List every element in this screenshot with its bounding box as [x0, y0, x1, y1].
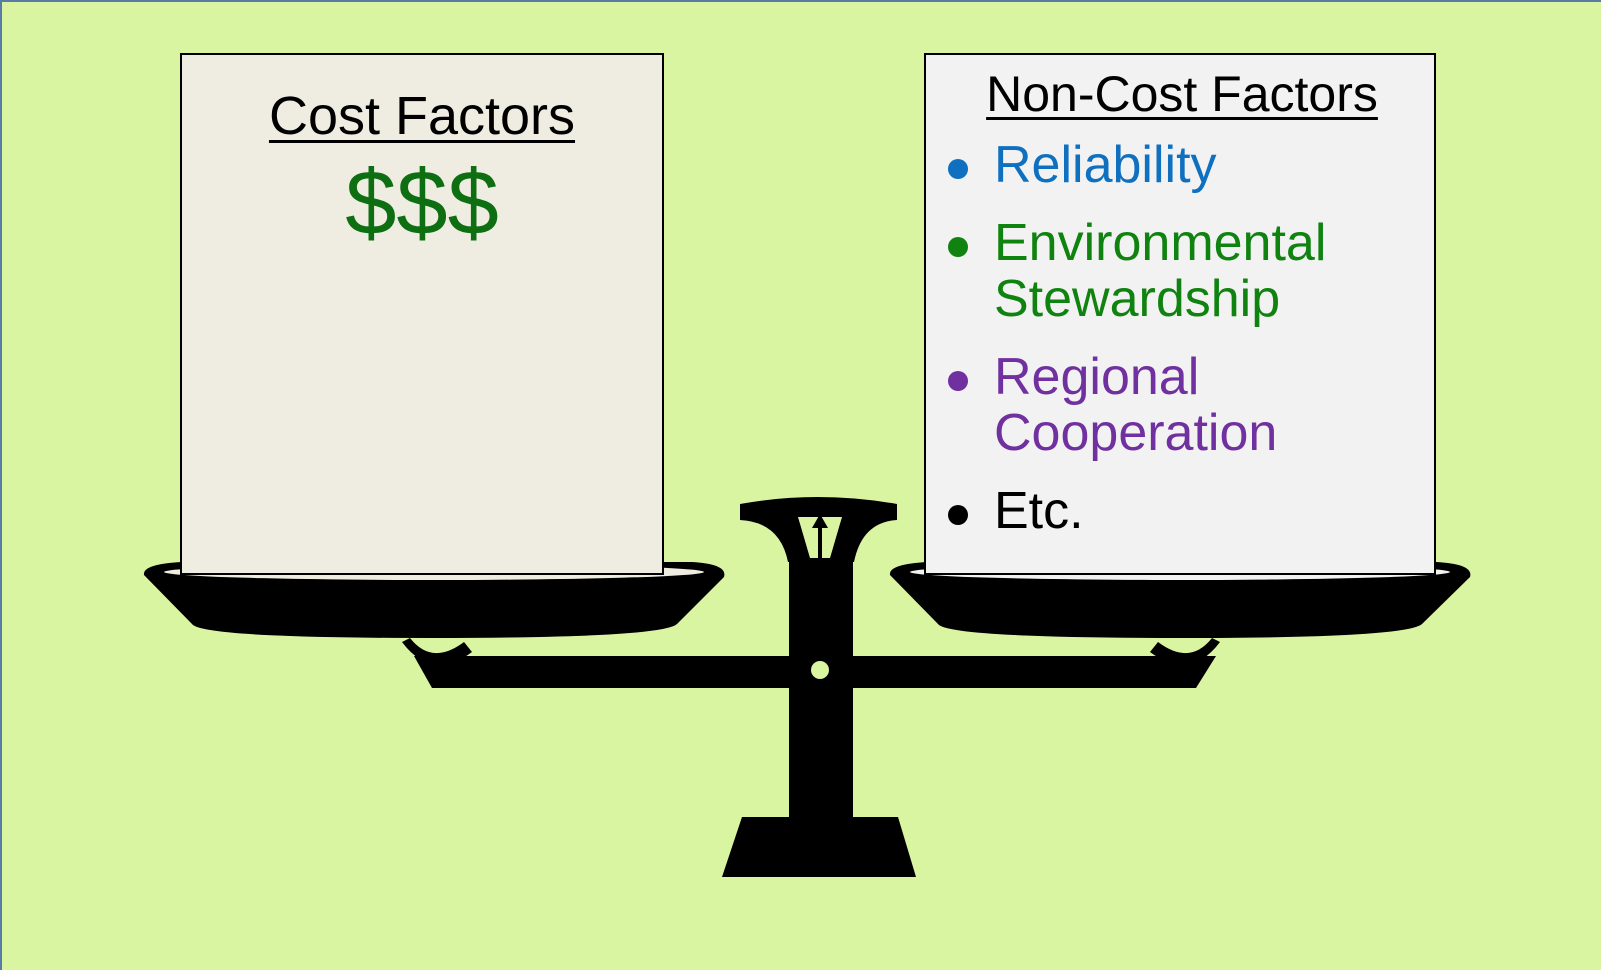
pivot	[811, 661, 829, 679]
non-cost-title: Non-Cost Factors	[944, 65, 1420, 123]
cost-symbol: $$$	[182, 151, 662, 256]
base	[722, 817, 916, 877]
cost-box: Cost Factors $$$	[180, 53, 664, 575]
factor-list: Reliability Environmental Stewardship Re…	[944, 137, 1420, 539]
slide: Cost Factors $$$ Non-Cost Factors Reliab…	[0, 0, 1601, 970]
factor-item: Regional Cooperation	[944, 349, 1420, 461]
cost-title: Cost Factors	[182, 85, 662, 147]
factor-item: Environmental Stewardship	[944, 215, 1420, 327]
factor-item: Reliability	[944, 137, 1420, 193]
non-cost-box: Non-Cost Factors Reliability Environment…	[924, 53, 1436, 575]
factor-item: Etc.	[944, 483, 1420, 539]
